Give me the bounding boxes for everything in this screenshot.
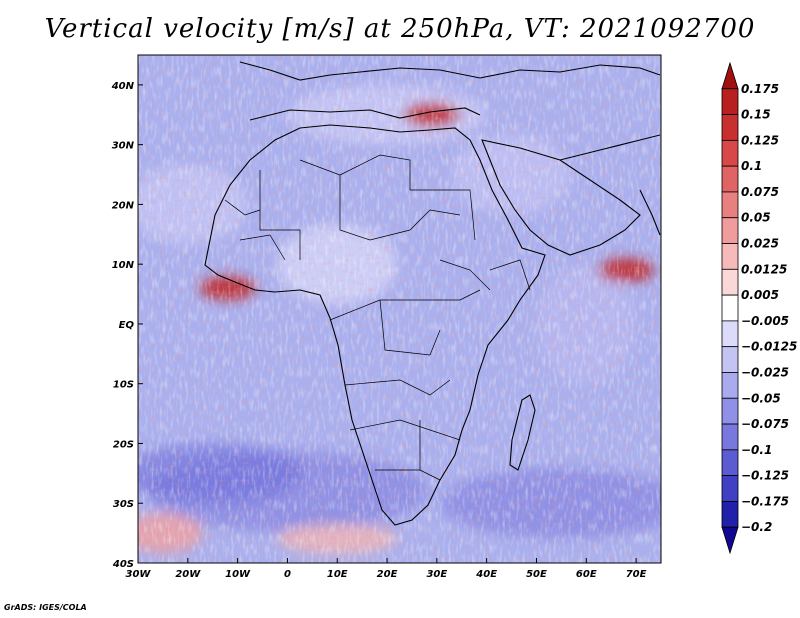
colorbar-label: 0.175 [741, 82, 779, 96]
lon-tick-label: 60E [576, 569, 597, 580]
lat-tick-label: 10N [112, 260, 135, 271]
colorbar-label: 0.05 [741, 211, 771, 225]
lon-tick-label: 20W [175, 569, 201, 580]
colorbar-segment [721, 294, 739, 322]
colorbar-segment [721, 372, 739, 399]
lat-tick-label: 40S [112, 559, 134, 570]
map-frame [137, 54, 662, 564]
colorbar-label: −0.2 [741, 520, 772, 534]
arabia-coastline [481, 139, 641, 256]
lon-tick-label: 10W [225, 569, 251, 580]
lon-tick-label: 20E [377, 569, 398, 580]
colorbar-label: −0.05 [741, 391, 781, 405]
colorbar-label: −0.175 [741, 494, 789, 508]
lat-tick-label: 40N [111, 81, 135, 92]
colorbar-segment [721, 114, 739, 141]
lat-tick-label: 30S [113, 499, 134, 510]
europe-coastline [239, 61, 661, 81]
velocity-field [138, 55, 661, 563]
grads-credit: GrADS: IGES/COLA [4, 603, 87, 612]
colorbar-label: −0.025 [741, 365, 789, 379]
lon-tick-label: 50E [526, 569, 547, 580]
colorbar-label: 0.15 [741, 108, 771, 122]
colorbar-segment [721, 449, 739, 477]
country-borders [224, 154, 531, 481]
colorbar-segment [721, 191, 739, 219]
colorbar-label: 0.005 [741, 288, 779, 302]
colorbar-label: 0.025 [741, 237, 779, 251]
colorbar-segment [721, 165, 739, 193]
india-coastline [639, 189, 661, 236]
colorbar-segment [721, 243, 739, 270]
lon-tick-label: 30E [426, 569, 447, 580]
lat-tick-label: 20N [112, 200, 135, 211]
colorbar-label: 0.125 [741, 133, 779, 147]
chart-title: Vertical velocity [m/s] at 250hPa, VT: 2… [44, 14, 756, 44]
coastlines [204, 61, 661, 526]
lat-tick-label: 20S [113, 439, 134, 450]
colorbar: 0.175 0.15 0.125 0.1 0.075 0.05 0.025 0.0125 0.0… [721, 61, 797, 555]
madagascar-coastline [509, 394, 536, 471]
colorbar-segment [721, 268, 739, 296]
colorbar-segment [721, 423, 739, 451]
mediterranean-coastline [249, 107, 481, 121]
longitude-axis: 30W 20W 10W 0 10E 20E 30E 40E 50E 60E 70E [126, 558, 647, 580]
colorbar-segment [721, 501, 739, 528]
colorbar-segment [721, 139, 739, 167]
lat-tick-label: EQ [119, 320, 135, 331]
colorbar-segment [721, 217, 739, 244]
lat-tick-label: 10S [113, 380, 134, 391]
lon-tick-label: 30W [126, 569, 152, 580]
colorbar-segment [721, 475, 739, 502]
africa-coastline [204, 124, 546, 526]
lon-tick-label: 70E [626, 569, 647, 580]
colorbar-label: 0.075 [741, 185, 779, 199]
colorbar-label: −0.075 [741, 417, 789, 431]
colorbar-segment [721, 526, 739, 555]
colorbar-label: −0.1 [741, 443, 772, 457]
iran-coastline [559, 134, 661, 161]
lon-tick-label: 40E [475, 569, 497, 580]
lat-tick-label: 30N [112, 141, 135, 152]
colorbar-segment [721, 397, 739, 425]
colorbar-segment [721, 320, 739, 348]
colorbar-segment [721, 88, 739, 115]
colorbar-segment [721, 346, 739, 373]
colorbar-label: −0.005 [741, 314, 789, 328]
colorbar-label: 0.1 [741, 159, 762, 173]
colorbar-label: −0.125 [741, 469, 789, 483]
colorbar-label: −0.0125 [741, 340, 797, 354]
latitude-axis: 40N 30N 20N 10N EQ 10S 20S 30S 40S [111, 81, 143, 570]
wind-streak-texture [138, 55, 661, 563]
lon-tick-label: 0 [284, 569, 291, 580]
colorbar-label: 0.0125 [741, 262, 787, 276]
lon-tick-label: 10E [327, 569, 348, 580]
colorbar-segment [721, 61, 739, 90]
